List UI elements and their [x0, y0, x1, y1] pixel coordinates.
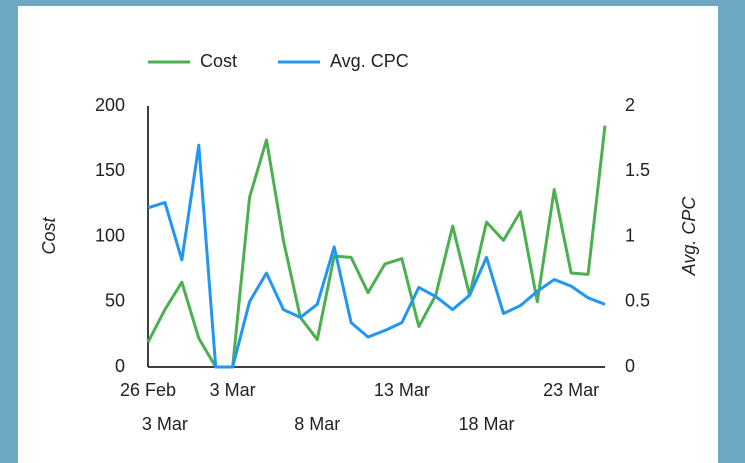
y2-tick-label: 1: [625, 225, 635, 245]
y2-axis-title: Avg. CPC: [679, 196, 699, 277]
y-tick-label: 200: [95, 95, 125, 115]
y-tick-label: 50: [105, 291, 125, 311]
y-tick-label: 150: [95, 160, 125, 180]
series-line: [147, 143, 606, 369]
x-tick-label: 13 Mar: [374, 380, 430, 400]
y2-tick-label: 2: [625, 95, 635, 115]
y-tick-label: 0: [115, 356, 125, 376]
x-tick-label: 26 Feb: [120, 380, 176, 400]
y-tick-label: 100: [95, 225, 125, 245]
series-line: [146, 125, 607, 369]
x-tick-label: 8 Mar: [294, 414, 340, 434]
y2-tick-label: 1.5: [625, 160, 650, 180]
x-tick-label: 18 Mar: [459, 414, 515, 434]
x-tick-label: 23 Mar: [543, 380, 599, 400]
y2-tick-label: 0.5: [625, 291, 650, 311]
x-tick-label: 3 Mar: [142, 414, 188, 434]
legend-label: Cost: [200, 51, 237, 71]
y-axis-title: Cost: [39, 216, 59, 254]
y2-tick-label: 0: [625, 356, 635, 376]
x-tick-label: 3 Mar: [210, 380, 256, 400]
legend-label: Avg. CPC: [330, 51, 409, 71]
card: [18, 6, 718, 463]
